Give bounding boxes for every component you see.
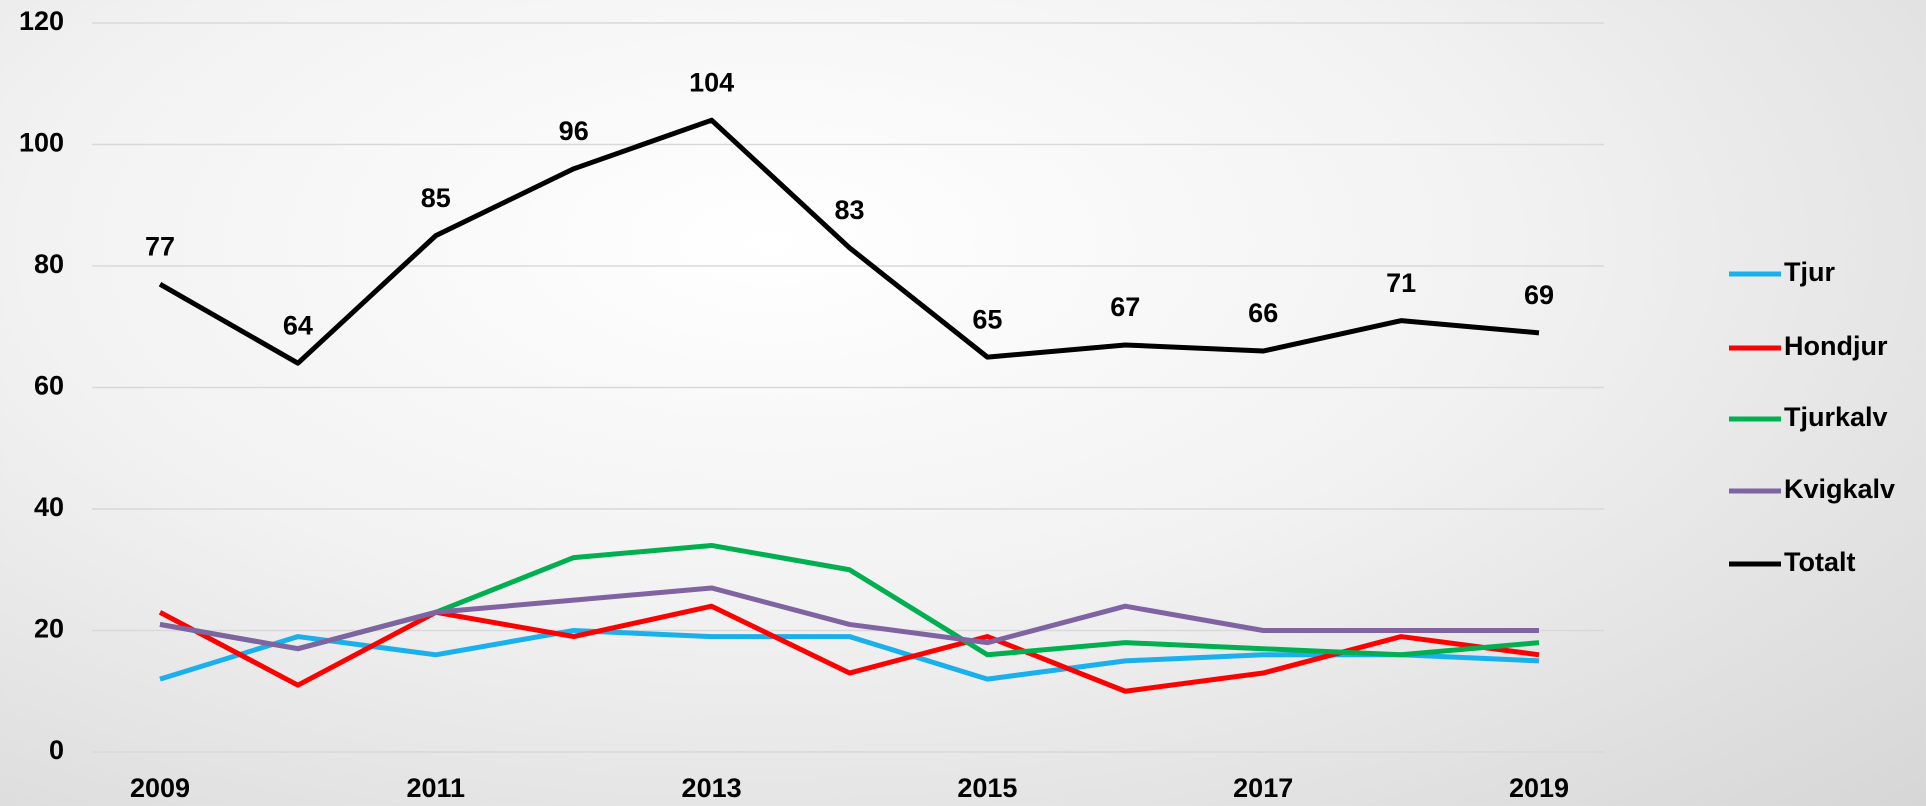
data-label: 67 [1110, 292, 1140, 322]
y-tick-label: 80 [34, 249, 64, 279]
legend-label: Tjurkalv [1784, 402, 1888, 432]
x-tick-label: 2009 [130, 773, 190, 803]
x-tick-label: 2017 [1233, 773, 1293, 803]
data-label: 71 [1386, 268, 1416, 298]
y-tick-label: 0 [49, 735, 64, 765]
data-label: 66 [1248, 298, 1278, 328]
y-tick-label: 120 [19, 6, 64, 36]
data-label: 104 [689, 67, 734, 97]
legend-label: Totalt [1784, 547, 1855, 577]
legend-label: Tjur [1784, 257, 1835, 287]
x-tick-label: 2011 [407, 773, 466, 803]
x-tick-label: 2015 [957, 773, 1017, 803]
y-tick-label: 20 [34, 614, 64, 644]
series-line [158, 117, 1540, 366]
y-tick-label: 40 [34, 492, 64, 522]
x-tick-label: 2013 [682, 773, 742, 803]
legend-label: Hondjur [1784, 331, 1888, 361]
series-line [159, 585, 1539, 652]
data-label: 83 [834, 195, 864, 225]
legend-label: Kvigkalv [1784, 474, 1895, 504]
data-label: 85 [421, 183, 451, 213]
y-tick-label: 100 [19, 128, 64, 158]
data-label: 69 [1524, 280, 1554, 310]
data-label: 65 [972, 304, 1002, 334]
data-label: 77 [145, 231, 175, 261]
series-line [158, 603, 1540, 694]
x-tick-label: 2019 [1509, 773, 1569, 803]
data-label: 96 [559, 116, 589, 146]
y-tick-label: 60 [34, 371, 64, 401]
data-label: 64 [283, 310, 313, 340]
series-line [159, 628, 1540, 682]
